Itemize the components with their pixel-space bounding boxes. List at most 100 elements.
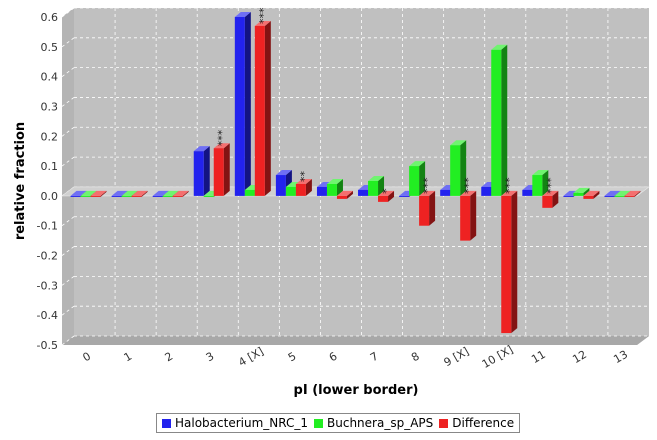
y-tick-label: 0.5 bbox=[41, 41, 59, 54]
bar-buchnera-sp-aps bbox=[573, 187, 590, 196]
x-tick-label: 5 bbox=[286, 350, 299, 365]
bar-front-face bbox=[378, 195, 389, 202]
bar-difference bbox=[213, 143, 230, 196]
bar-side-face bbox=[419, 161, 426, 196]
bar-front-face bbox=[440, 189, 451, 196]
significance-marker: *** bbox=[544, 177, 557, 194]
bar-front-face bbox=[316, 186, 327, 196]
bar-top-face bbox=[501, 190, 518, 196]
x-tick-label: 2 bbox=[163, 350, 176, 365]
bar-front-face bbox=[614, 195, 625, 197]
bar-difference bbox=[336, 190, 353, 199]
bar-top-face bbox=[275, 170, 292, 176]
bar-top-face bbox=[614, 190, 631, 196]
bar-front-face bbox=[419, 195, 430, 226]
bar-side-face bbox=[336, 178, 343, 196]
bar-side-face bbox=[634, 190, 641, 197]
bar-top-face bbox=[131, 190, 148, 196]
bar-front-face bbox=[275, 175, 286, 196]
legend-item-buchnera: Buchnera_sp_APS bbox=[314, 416, 433, 430]
significance-marker: *** bbox=[421, 177, 434, 194]
bar-side-face bbox=[223, 143, 230, 196]
bar-side-face bbox=[460, 140, 467, 196]
bar-side-face bbox=[203, 146, 210, 196]
bar-front-face bbox=[162, 195, 173, 197]
legend-swatch-buchnera bbox=[314, 418, 324, 428]
bar-front-face bbox=[522, 189, 533, 196]
bar-side-face bbox=[388, 190, 395, 202]
bar-side-face bbox=[100, 190, 107, 197]
y-tick-label: -0.3 bbox=[37, 279, 58, 292]
y-tick-label: -0.1 bbox=[37, 220, 58, 233]
bar-difference bbox=[542, 190, 559, 208]
bar-top-face bbox=[162, 190, 179, 196]
y-tick-label: 0.4 bbox=[41, 71, 59, 84]
bar-top-face bbox=[378, 190, 395, 196]
bar-top-face bbox=[336, 190, 353, 196]
bar-top-face bbox=[450, 140, 467, 146]
bar-side-face bbox=[470, 190, 477, 241]
bar-top-face bbox=[604, 190, 621, 196]
bar-side-face bbox=[511, 190, 518, 334]
bar-front-face bbox=[583, 195, 594, 199]
bar-top-face bbox=[111, 190, 128, 196]
y-tick-label: 0.2 bbox=[41, 130, 59, 143]
y-tick-label: -0.4 bbox=[37, 309, 58, 322]
bar-front-face bbox=[213, 148, 224, 196]
bar-front-face bbox=[244, 189, 255, 196]
bar-side-face bbox=[264, 20, 271, 196]
bar-front-face bbox=[542, 195, 553, 208]
y-gridline-diagonal bbox=[61, 216, 75, 227]
significance-marker: *** bbox=[462, 177, 475, 194]
legend-swatch-halobacterium bbox=[162, 418, 171, 428]
significance-marker: *** bbox=[503, 177, 516, 194]
bar-side-face bbox=[305, 178, 312, 196]
x-tick-label: 8 bbox=[409, 350, 422, 365]
x-axis-title: pI (lower border) bbox=[294, 383, 419, 398]
bar-top-face bbox=[172, 190, 189, 196]
bar-difference bbox=[624, 190, 641, 197]
bar-top-face bbox=[70, 190, 87, 196]
y-tick-label: 0.6 bbox=[41, 11, 59, 24]
bar-top-face bbox=[624, 190, 641, 196]
bar-side-face bbox=[346, 190, 353, 199]
bar-top-face bbox=[295, 178, 312, 184]
bar-front-face bbox=[234, 17, 245, 196]
bar-front-face bbox=[203, 195, 214, 197]
bar-difference bbox=[172, 190, 189, 197]
bar-front-face bbox=[121, 195, 132, 197]
bar-side-face bbox=[593, 190, 600, 199]
bar-front-face bbox=[326, 183, 337, 196]
bar-top-face bbox=[213, 143, 230, 149]
bar-top-face bbox=[368, 176, 385, 181]
x-tick-label: 9 [X] bbox=[442, 345, 472, 370]
plot-floor bbox=[62, 336, 649, 345]
bar-front-face bbox=[285, 186, 296, 196]
y-gridline-diagonal bbox=[61, 97, 75, 107]
bar-side-face bbox=[378, 176, 385, 196]
bar-front-face bbox=[336, 195, 347, 199]
bar-difference bbox=[419, 190, 436, 226]
bar-front-face bbox=[152, 195, 163, 197]
bar-top-face bbox=[326, 178, 343, 184]
y-gridline-diagonal bbox=[61, 335, 75, 346]
bar-halobacterium-nrc-1 bbox=[234, 12, 251, 196]
significance-marker: * bbox=[380, 188, 393, 194]
x-tick-label: 10 [X] bbox=[480, 343, 516, 371]
bar-buchnera-sp-aps bbox=[409, 161, 426, 196]
bar-front-face bbox=[193, 151, 204, 196]
bar-side-face bbox=[141, 190, 148, 197]
bar-front-face bbox=[90, 195, 101, 197]
x-tick-label: 7 bbox=[368, 350, 381, 365]
bar-difference bbox=[295, 178, 312, 196]
x-tick-label: 0 bbox=[81, 350, 94, 365]
legend-item-difference: Difference bbox=[439, 416, 514, 430]
bar-buchnera-sp-aps bbox=[491, 44, 508, 196]
y-tick-label: -0.5 bbox=[37, 339, 58, 352]
bar-buchnera-sp-aps bbox=[532, 170, 549, 196]
bar-front-face bbox=[131, 195, 142, 197]
x-tick-label: 12 bbox=[570, 348, 589, 366]
x-tick-label: 4 [X] bbox=[236, 345, 266, 370]
y-gridline-diagonal bbox=[61, 67, 75, 77]
bar-top-face bbox=[121, 190, 138, 196]
